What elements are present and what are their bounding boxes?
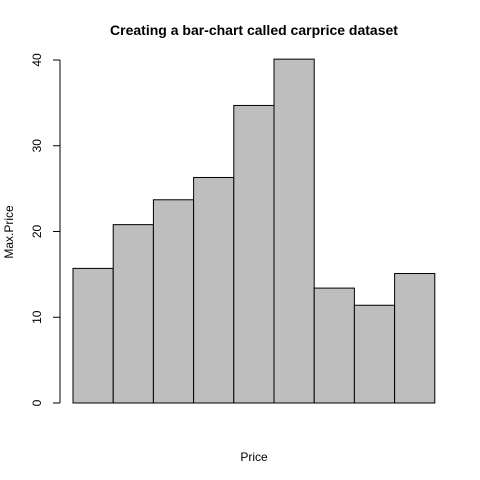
bar-8 (354, 305, 394, 403)
y-axis: 0 10 20 30 40 (30, 53, 60, 406)
bar-7 (314, 288, 354, 403)
bar-9 (395, 274, 435, 403)
bar-5 (234, 105, 274, 403)
bar-6 (274, 59, 314, 403)
bar-1 (73, 268, 113, 403)
y-axis-label: Max.Price (2, 205, 16, 259)
y-tick-label-20: 20 (30, 225, 44, 239)
y-tick-label-0: 0 (30, 399, 44, 406)
y-tick-label-30: 30 (30, 139, 44, 153)
bars-group (73, 59, 435, 403)
bar-4 (194, 177, 234, 403)
chart-title: Creating a bar-chart called carprice dat… (110, 22, 398, 38)
bar-3 (153, 200, 193, 403)
y-tick-label-40: 40 (30, 53, 44, 67)
bar-2 (113, 225, 153, 403)
x-axis-label: Price (240, 450, 268, 464)
y-tick-label-10: 10 (30, 310, 44, 324)
